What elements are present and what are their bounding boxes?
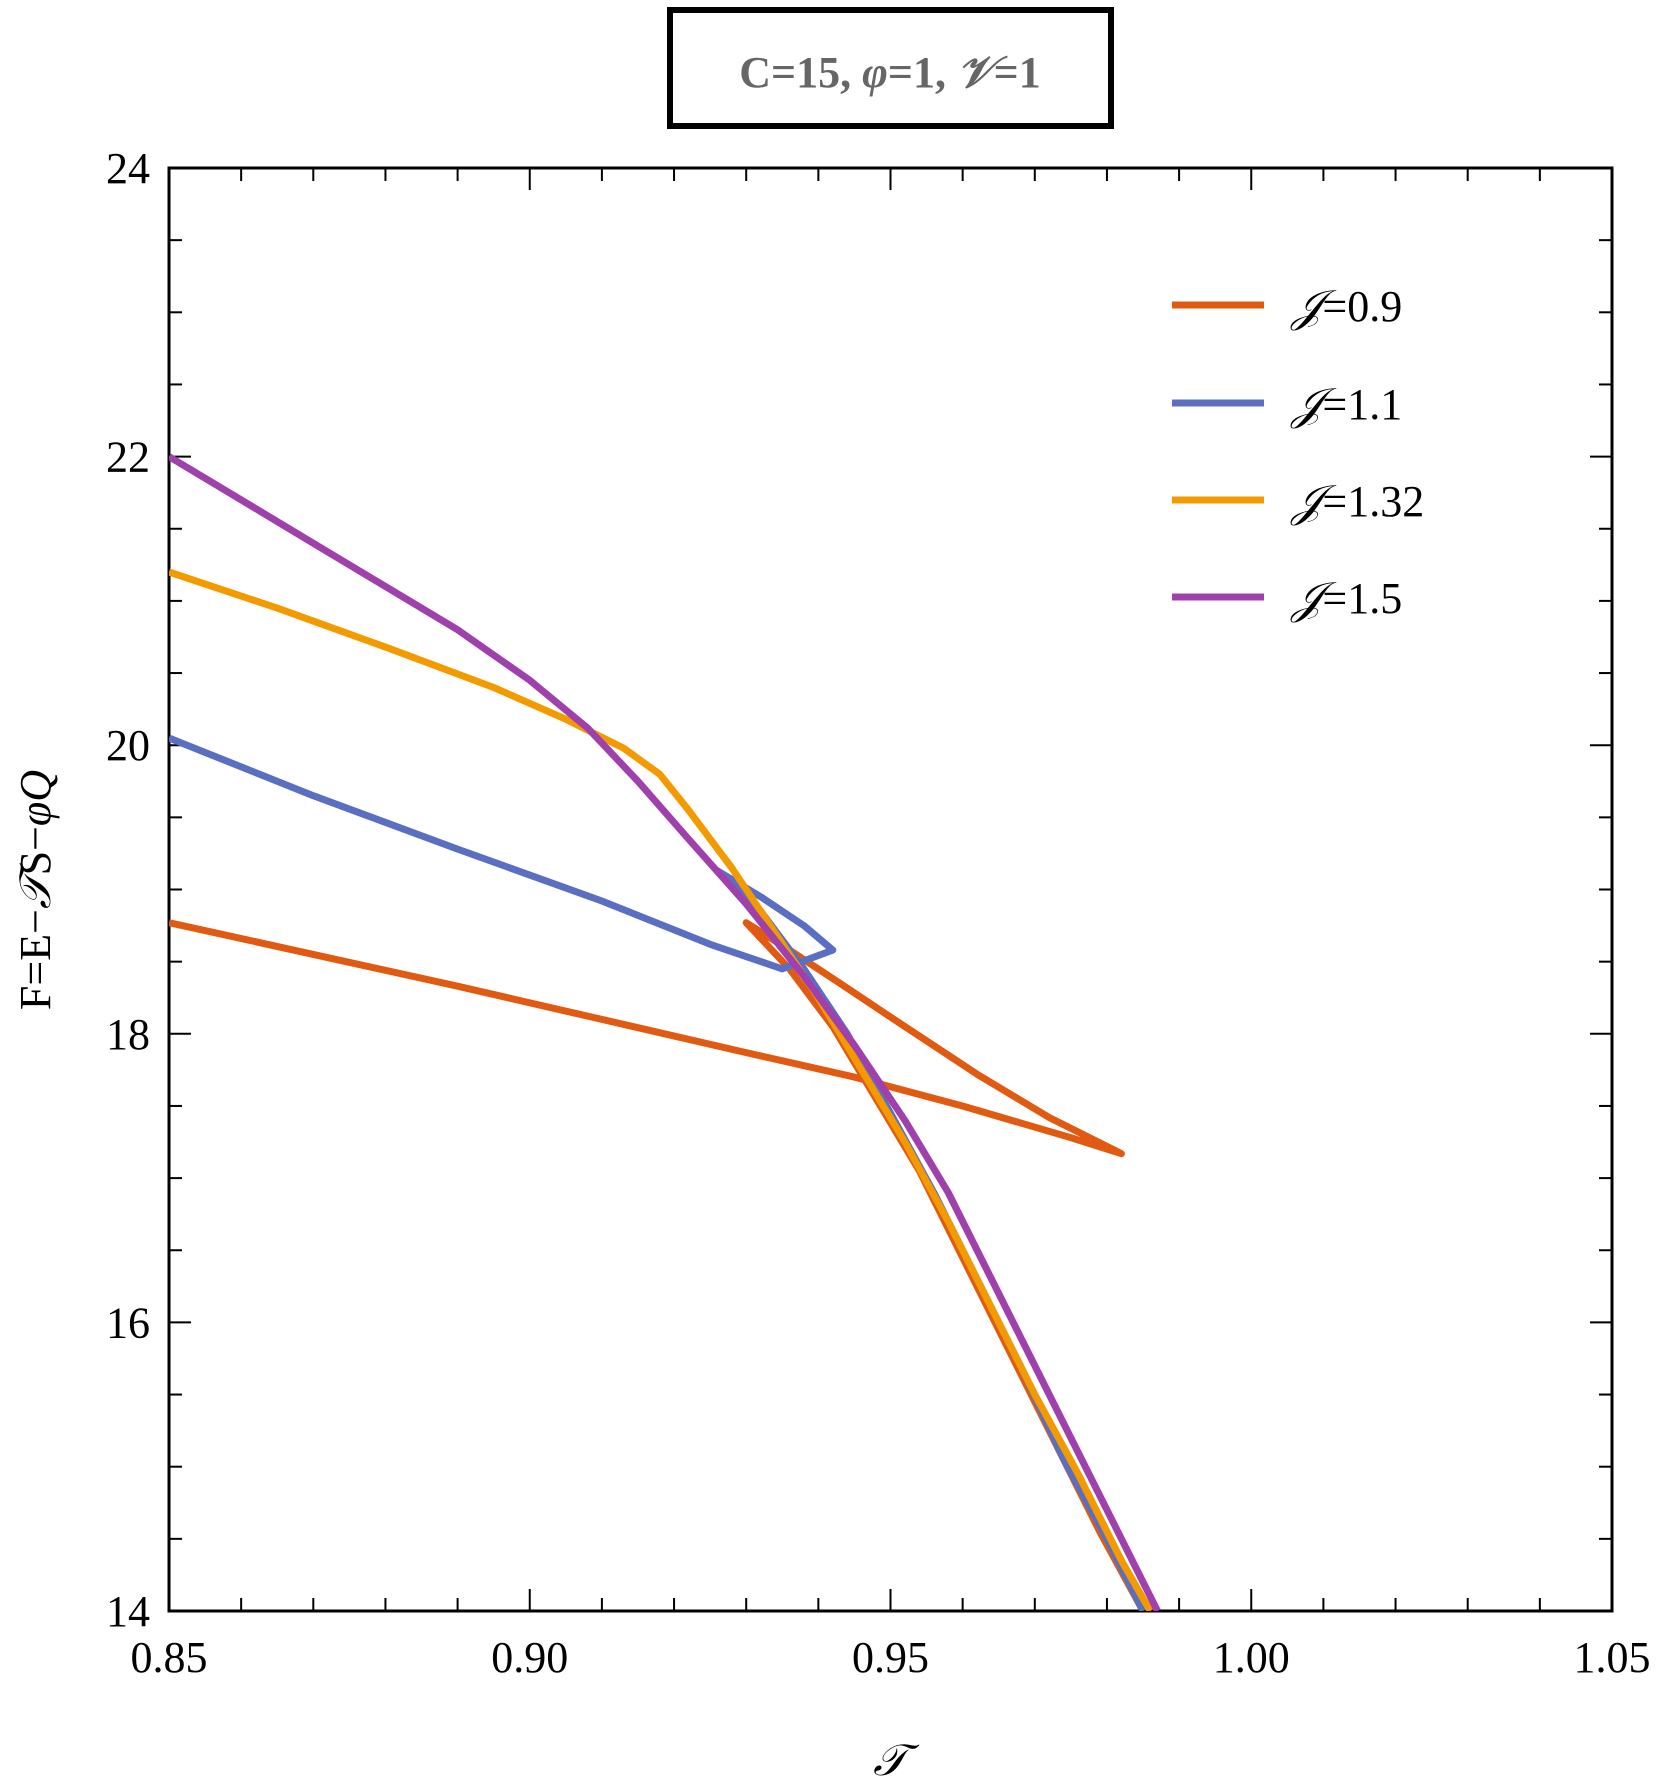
y-tick-label: 18 (106, 1010, 150, 1059)
legend-item: 𝒥=0.9 (1172, 282, 1402, 331)
legend-label: 𝒥=1.5 (1290, 574, 1402, 623)
series-line-3 (169, 453, 1161, 1611)
x-tick-labels: 0.85 0.90 0.95 1.00 1.05 (131, 1633, 1651, 1682)
title-part-phi: φ (862, 48, 888, 97)
title-part-eq2: =1 (994, 48, 1041, 97)
title-box-frame (667, 7, 1114, 129)
y-axis-label: F=E−𝒯S−φQ (11, 770, 60, 1010)
title-part-c: C=15, (739, 48, 862, 97)
y-label-part-1: F=E− (11, 909, 60, 1010)
x-tick-label: 0.85 (131, 1633, 208, 1682)
x-axis-label: 𝒯 (873, 1736, 920, 1785)
y-tick-label: 24 (106, 144, 150, 193)
y-tick-labels: 14 16 18 20 22 24 (106, 144, 150, 1636)
y-tick-label: 22 (106, 433, 150, 482)
y-label-part-2: S− (11, 826, 60, 875)
legend-item: 𝒥=1.5 (1172, 574, 1402, 623)
legend-item: 𝒥=1.1 (1172, 380, 1402, 429)
y-label-part-phiq: φQ (11, 770, 60, 826)
legend-label: 𝒥=1.1 (1290, 380, 1402, 429)
y-tick-label: 14 (106, 1587, 150, 1636)
legend-label: 𝒥=0.9 (1290, 282, 1402, 331)
legend-label: 𝒥=1.32 (1290, 477, 1424, 526)
title-box: C=15, φ=1, 𝒱=1 (667, 7, 1114, 129)
y-tick-label: 20 (106, 721, 150, 770)
axis-ticks (168, 167, 1613, 1612)
chart-title: C=15, φ=1, 𝒱=1 (739, 48, 1040, 97)
title-part-eq1: =1, (888, 48, 957, 97)
series-line-0 (169, 919, 1147, 1611)
legend: 𝒥=0.9 𝒥=1.1 𝒥=1.32 𝒥=1.5 (1172, 282, 1424, 623)
data-curves (169, 453, 1161, 1611)
x-tick-label: 1.00 (1213, 1633, 1290, 1682)
series-line-1 (169, 734, 1147, 1611)
x-tick-label: 0.95 (852, 1633, 929, 1682)
series-line-2 (169, 568, 1154, 1611)
x-tick-label: 1.05 (1574, 1633, 1651, 1682)
y-tick-label: 16 (106, 1298, 150, 1347)
legend-item: 𝒥=1.32 (1172, 477, 1424, 526)
x-tick-label: 0.90 (491, 1633, 568, 1682)
plot-area (167, 166, 1614, 1613)
